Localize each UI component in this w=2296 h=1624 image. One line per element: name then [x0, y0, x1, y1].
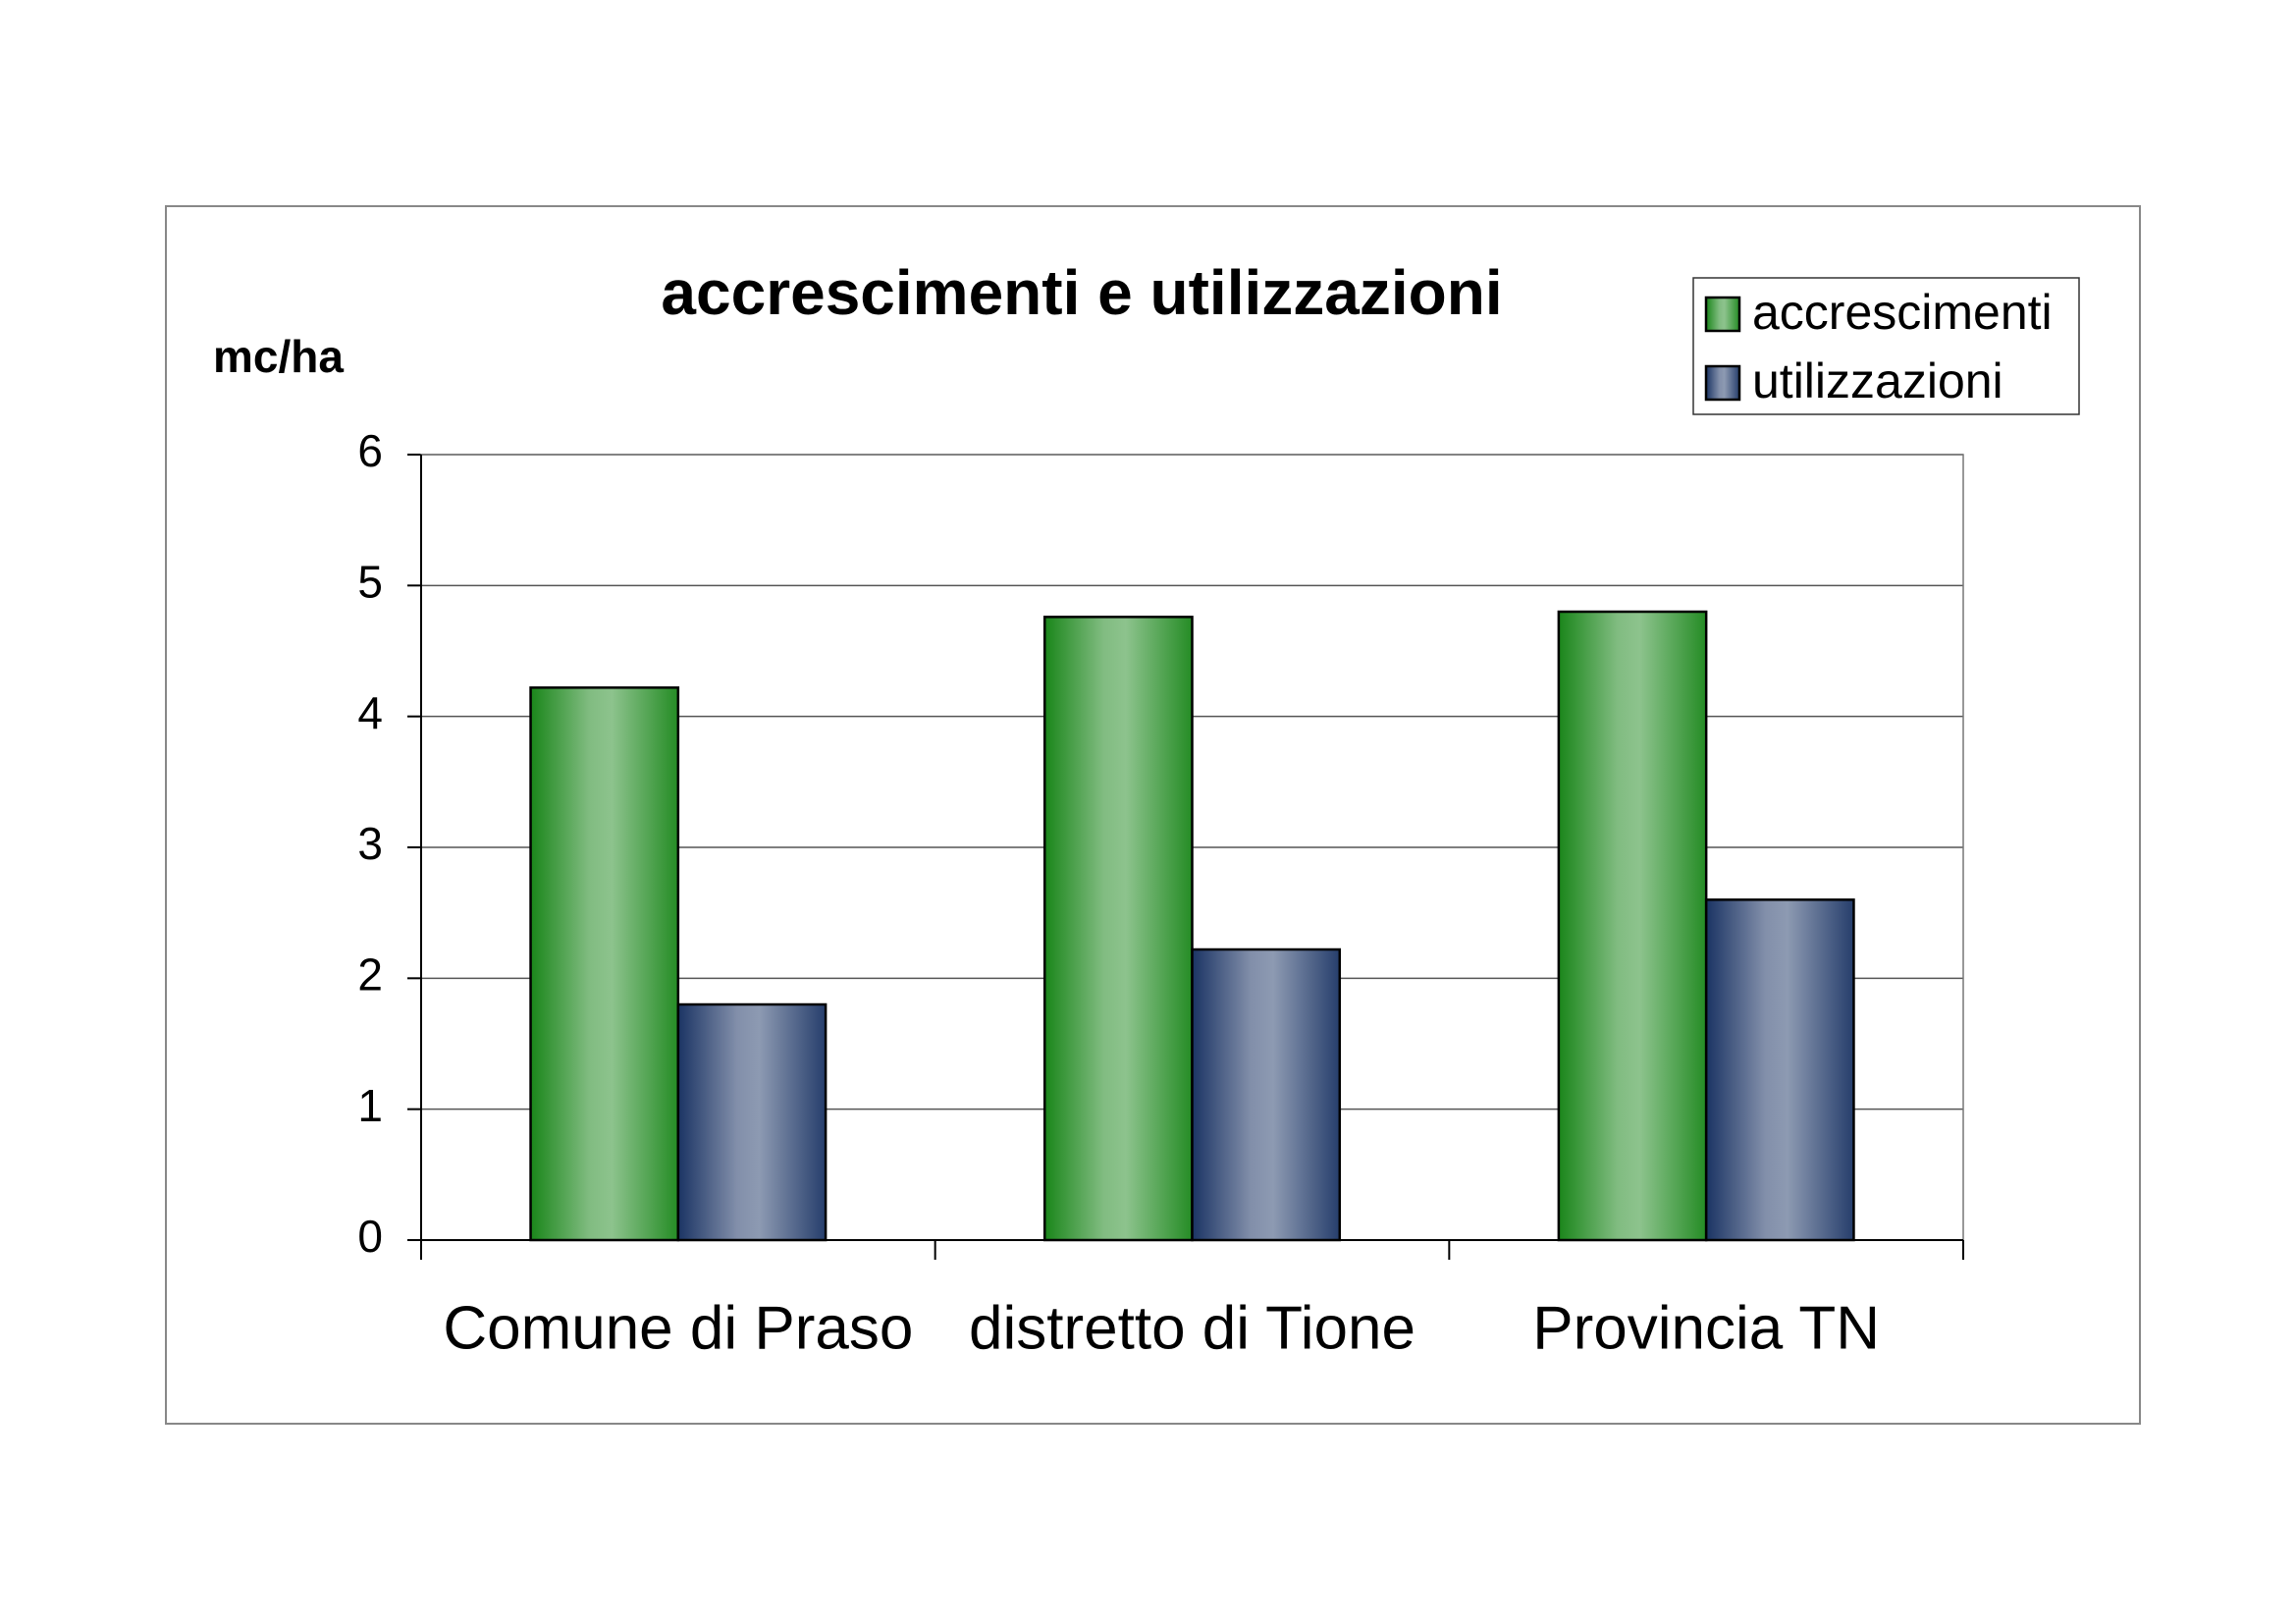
bar [1557, 610, 1708, 1242]
legend-label: accrescimenti [1752, 285, 2053, 340]
bar [1704, 898, 1855, 1242]
y-tick-label: 3 [357, 818, 383, 869]
y-axis-label: mc/ha [213, 331, 344, 382]
bar [529, 686, 680, 1242]
y-tick-label: 0 [357, 1211, 383, 1262]
legend-swatch [1704, 296, 1741, 333]
y-tick-label: 1 [357, 1080, 383, 1131]
bar [1191, 947, 1342, 1242]
legend-box [1692, 277, 2080, 415]
x-tick-label: Comune di Praso [443, 1294, 913, 1362]
x-tick-label: Provincia TN [1532, 1294, 1880, 1362]
y-tick-label: 6 [357, 425, 383, 476]
y-tick-label: 2 [357, 948, 383, 1000]
legend-swatch [1704, 364, 1741, 402]
x-tick-label: distretto di Tione [969, 1294, 1415, 1362]
y-tick-label: 5 [357, 556, 383, 607]
chart-title: accrescimenti e utilizzazioni [661, 257, 1502, 328]
y-tick-label: 4 [357, 687, 383, 738]
bar [676, 1002, 828, 1242]
legend-label: utilizzazioni [1752, 353, 2003, 408]
bar [1042, 616, 1194, 1242]
